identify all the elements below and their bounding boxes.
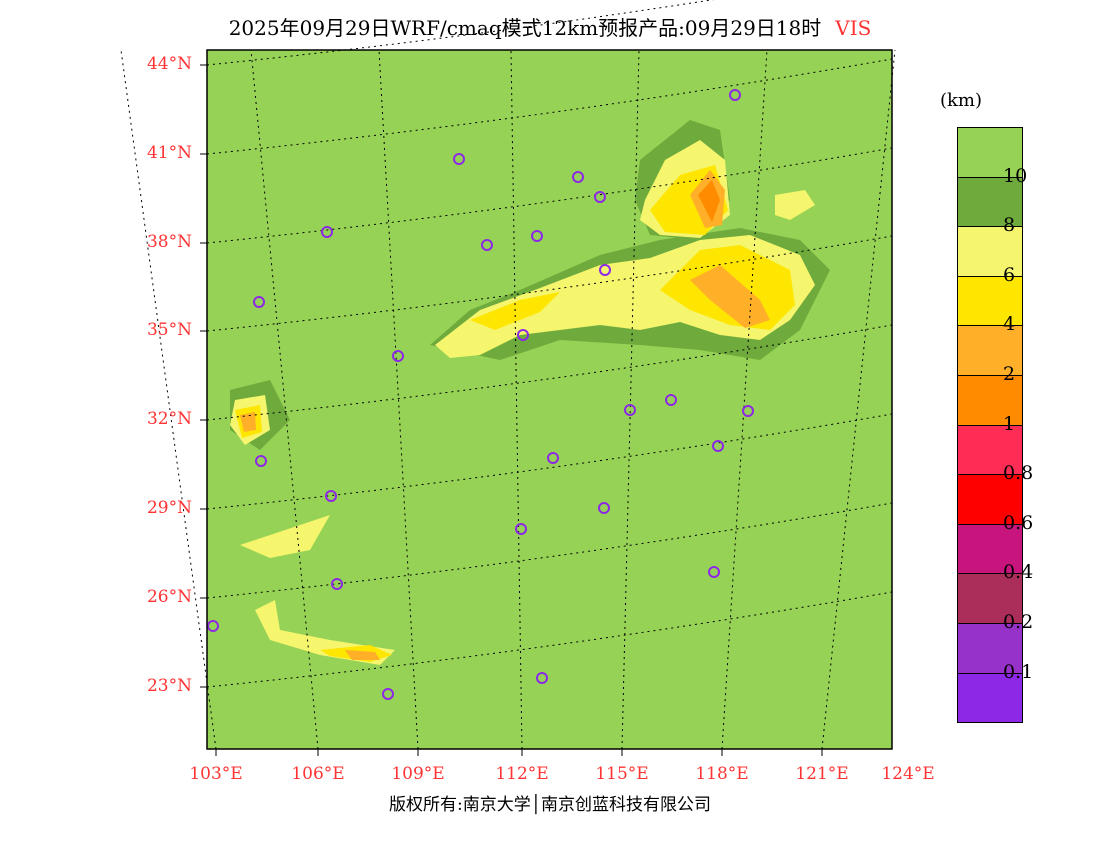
legend-unit: (km) bbox=[940, 90, 983, 111]
lat-label: 26°N bbox=[146, 587, 192, 607]
station-marker bbox=[572, 171, 584, 183]
variable-label: VIS bbox=[835, 16, 872, 40]
station-marker bbox=[599, 264, 611, 276]
lon-label: 124°E bbox=[881, 764, 935, 784]
station-marker bbox=[453, 153, 465, 165]
station-marker bbox=[712, 440, 724, 452]
lat-label: 29°N bbox=[146, 498, 192, 518]
station-marker bbox=[624, 404, 636, 416]
station-marker bbox=[517, 329, 529, 341]
station-marker bbox=[536, 672, 548, 684]
station-marker bbox=[331, 578, 343, 590]
colorbar-label: 0.8 bbox=[1003, 462, 1034, 485]
lat-label: 41°N bbox=[146, 143, 192, 163]
lat-label: 35°N bbox=[146, 320, 192, 340]
colorbar-segment bbox=[957, 474, 1023, 525]
visibility-fields bbox=[230, 120, 830, 665]
station-marker bbox=[392, 350, 404, 362]
colorbar-segment bbox=[957, 176, 1023, 228]
station-marker bbox=[253, 296, 265, 308]
station-marker bbox=[321, 226, 333, 238]
colorbar-label: 0.1 bbox=[1003, 660, 1034, 683]
lon-label: 109°E bbox=[391, 764, 445, 784]
station-marker bbox=[255, 455, 267, 467]
lon-label: 112°E bbox=[495, 764, 549, 784]
colorbar-segment bbox=[957, 623, 1023, 674]
station-marker bbox=[665, 394, 677, 406]
station-marker bbox=[515, 523, 527, 535]
lat-label: 38°N bbox=[146, 232, 192, 252]
map-background bbox=[207, 50, 892, 749]
graticule bbox=[120, 0, 896, 750]
colorbar-segment bbox=[957, 672, 1023, 724]
colorbar-segment bbox=[957, 523, 1023, 575]
lon-label: 106°E bbox=[291, 764, 345, 784]
lat-label: 44°N bbox=[146, 54, 192, 74]
station-marker bbox=[729, 89, 741, 101]
station-markers bbox=[207, 89, 754, 700]
colorbar-label: 6 bbox=[1003, 263, 1016, 286]
station-marker bbox=[594, 191, 606, 203]
station-marker bbox=[547, 452, 559, 464]
title-text: 2025年09月29日WRF/cmaq模式12km预报产品:09月29日18时 bbox=[228, 16, 822, 40]
station-marker bbox=[382, 688, 394, 700]
lat-label: 23°N bbox=[146, 676, 192, 696]
colorbar-label: 2 bbox=[1003, 363, 1016, 385]
lon-label: 115°E bbox=[595, 764, 649, 784]
map-frame bbox=[206, 49, 893, 750]
colorbar-label: 1 bbox=[1003, 412, 1016, 435]
station-marker bbox=[598, 502, 610, 514]
station-marker bbox=[531, 230, 543, 242]
station-marker bbox=[742, 405, 754, 417]
lon-label: 118°E bbox=[695, 764, 749, 784]
colorbar-label: 0.2 bbox=[1003, 611, 1034, 633]
lat-label: 32°N bbox=[146, 409, 192, 429]
colorbar-label: 8 bbox=[1003, 214, 1016, 237]
colorbar-segment bbox=[957, 375, 1023, 426]
station-marker bbox=[207, 620, 219, 632]
colorbar-label: 0.6 bbox=[1003, 511, 1034, 534]
lon-label: 121°E bbox=[795, 764, 849, 784]
map-title: 2025年09月29日WRF/cmaq模式12km预报产品:09月29日18时 V… bbox=[0, 12, 1100, 41]
copyright-footer: 版权所有:南京大学│南京创蓝科技有限公司 bbox=[389, 795, 711, 815]
lon-label: 103°E bbox=[189, 764, 243, 784]
colorbar-label: 0.4 bbox=[1003, 561, 1034, 584]
station-marker bbox=[325, 490, 337, 502]
colorbar-label: 10 bbox=[1003, 164, 1028, 187]
station-marker bbox=[708, 566, 720, 578]
station-marker bbox=[481, 239, 493, 251]
colorbar-label: 4 bbox=[1003, 313, 1016, 336]
